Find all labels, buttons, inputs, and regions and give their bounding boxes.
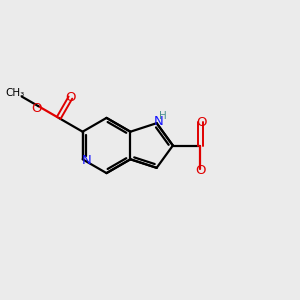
Text: O: O [32, 102, 42, 115]
Text: H: H [159, 111, 167, 121]
Text: O: O [197, 116, 207, 128]
Text: N: N [81, 154, 91, 167]
Text: O: O [65, 91, 76, 104]
Text: O: O [195, 164, 206, 177]
Text: CH₃: CH₃ [5, 88, 25, 98]
Text: N: N [153, 115, 163, 128]
